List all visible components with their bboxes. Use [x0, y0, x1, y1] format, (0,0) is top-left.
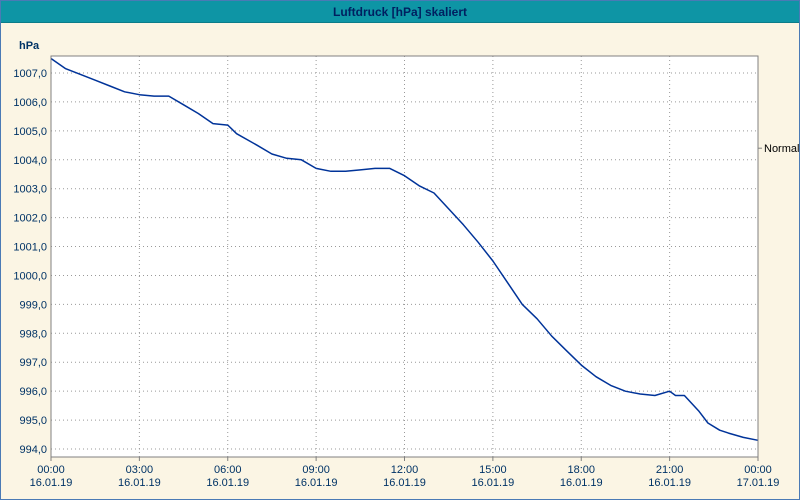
svg-text:09:00: 09:00: [302, 464, 330, 476]
svg-text:16.01.19: 16.01.19: [295, 477, 338, 489]
y-axis-unit-label: hPa: [19, 40, 40, 52]
svg-text:1001,0: 1001,0: [13, 242, 47, 254]
pressure-series-line: [50, 57, 759, 442]
svg-text:995,0: 995,0: [19, 415, 47, 427]
svg-text:1006,0: 1006,0: [13, 97, 47, 109]
svg-text:00:00: 00:00: [37, 464, 65, 476]
svg-text:1002,0: 1002,0: [13, 213, 47, 225]
normal-annotation-label: Normal: [764, 143, 799, 155]
svg-text:998,0: 998,0: [19, 328, 47, 340]
svg-text:1005,0: 1005,0: [13, 126, 47, 138]
svg-text:16.01.19: 16.01.19: [560, 477, 603, 489]
svg-text:1000,0: 1000,0: [13, 270, 47, 282]
svg-text:21:00: 21:00: [656, 464, 684, 476]
svg-text:997,0: 997,0: [19, 357, 47, 369]
svg-text:1004,0: 1004,0: [13, 155, 47, 167]
svg-text:999,0: 999,0: [19, 299, 47, 311]
chart-title: Luftdruck [hPa] skaliert: [332, 4, 468, 19]
pressure-line-chart: 994,0 995,0 996,0 997,0 998,0 999,0 1000,0 1001…: [13, 40, 799, 489]
svg-text:16.01.19: 16.01.19: [383, 477, 426, 489]
svg-text:16.01.19: 16.01.19: [471, 477, 514, 489]
svg-text:994,0: 994,0: [19, 444, 47, 456]
svg-text:18:00: 18:00: [567, 464, 595, 476]
svg-text:1003,0: 1003,0: [13, 184, 47, 196]
svg-text:1007,0: 1007,0: [13, 68, 47, 80]
y-axis-labels: 994,0 995,0 996,0 997,0 998,0 999,0 1000,0 1001…: [13, 68, 47, 456]
svg-text:12:00: 12:00: [391, 464, 419, 476]
svg-text:17.01.19: 17.01.19: [737, 477, 780, 489]
svg-text:15:00: 15:00: [479, 464, 507, 476]
svg-text:16.01.19: 16.01.19: [206, 477, 249, 489]
svg-text:06:00: 06:00: [214, 464, 242, 476]
svg-text:00:00: 00:00: [744, 464, 772, 476]
svg-text:03:00: 03:00: [126, 464, 154, 476]
chart-titlebar: Luftdruck [hPa] skaliert: [1, 1, 799, 23]
x-axis-labels: 00:0016.01.1903:0016.01.1906:0016.01.190…: [30, 457, 780, 489]
svg-text:16.01.19: 16.01.19: [648, 477, 691, 489]
svg-text:16.01.19: 16.01.19: [118, 477, 161, 489]
chart-area: 994,0 995,0 996,0 997,0 998,0 999,0 1000,0 1001…: [1, 23, 799, 499]
svg-text:16.01.19: 16.01.19: [30, 477, 73, 489]
svg-text:996,0: 996,0: [19, 386, 47, 398]
